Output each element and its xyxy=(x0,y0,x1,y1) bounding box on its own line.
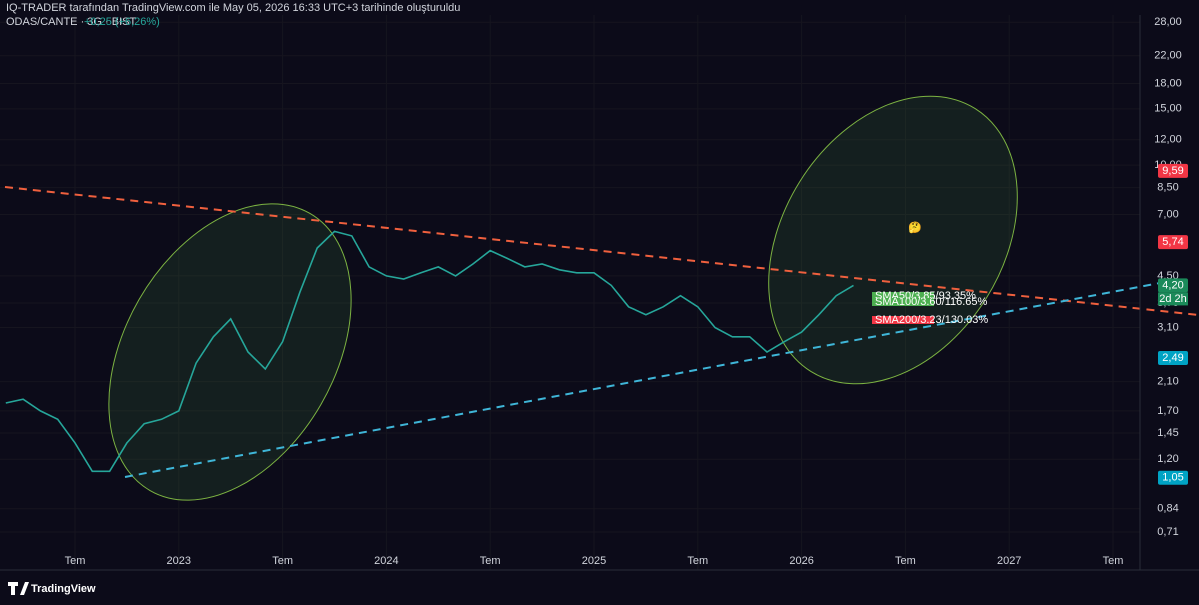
x-tick-label: Tem xyxy=(687,555,708,567)
ma-tag xyxy=(872,316,934,324)
y-tick-label: 1,45 xyxy=(1157,427,1178,439)
price-badge-label: 2,49 xyxy=(1162,352,1183,364)
grid xyxy=(0,15,1140,570)
x-tick-label: Tem xyxy=(272,555,293,567)
price-badge-label: 4,20 xyxy=(1162,279,1183,291)
y-tick-label: 28,00 xyxy=(1154,16,1182,28)
y-tick-label: 7,00 xyxy=(1157,208,1178,220)
y-tick-label: 1,20 xyxy=(1157,453,1178,465)
y-tick-label: 2,10 xyxy=(1157,375,1178,387)
x-tick-label: 2027 xyxy=(997,555,1021,567)
price-badge xyxy=(1158,350,1188,365)
brand: TradingView xyxy=(31,583,96,595)
price-line xyxy=(5,230,854,473)
ma-tag xyxy=(872,298,934,306)
x-tick-label: Tem xyxy=(480,555,501,567)
y-tick-label: 12,00 xyxy=(1154,134,1182,146)
price-badge xyxy=(1158,278,1188,293)
y-tick-label: 8,50 xyxy=(1157,182,1178,194)
y-tick-label: 15,00 xyxy=(1154,103,1182,115)
x-tick-label: Tem xyxy=(65,555,86,567)
x-tick-label: 2023 xyxy=(167,555,191,567)
countdown-badge xyxy=(1158,292,1188,306)
brand-logo: TradingView xyxy=(8,582,96,595)
highlight-ellipse xyxy=(768,95,1018,385)
ma-tag-label: SMA100/3.60/116.65% xyxy=(875,296,988,308)
x-tick-label: Tem xyxy=(895,555,916,567)
y-tick-label: 18,00 xyxy=(1154,77,1182,89)
change: +0,25 (+6,26%) xyxy=(84,16,160,28)
price-badge-label: 9,59 xyxy=(1162,165,1183,177)
x-tick-label: 2024 xyxy=(374,555,398,567)
y-tick-label: 0,84 xyxy=(1157,503,1178,515)
symbol: ODAS/CANTE · 3G · BIST xyxy=(6,16,136,28)
highlight-ellipse xyxy=(108,203,352,501)
price-badge-label: 1,05 xyxy=(1162,472,1183,484)
y-tick-label: 0,71 xyxy=(1157,526,1178,538)
x-tick-label: Tem xyxy=(1103,555,1124,567)
plot xyxy=(5,230,854,473)
ma-tag-label: SMA200/3.23/130.03% xyxy=(875,314,988,326)
price-badge-label: 5,74 xyxy=(1162,236,1183,248)
y-tick-label: 1,70 xyxy=(1157,405,1178,417)
caption: IQ-TRADER tarafından TradingView.com ile… xyxy=(6,2,460,14)
support-trendline xyxy=(124,282,1161,478)
y-tick-label: 22,00 xyxy=(1154,50,1182,62)
resistance-trendline xyxy=(4,186,1199,316)
ma-tag xyxy=(872,292,934,300)
price-badge xyxy=(1158,470,1188,485)
x-tick-label: 2026 xyxy=(789,555,813,567)
x-tick-label: 2025 xyxy=(582,555,606,567)
price-badge xyxy=(1158,235,1188,250)
countdown: 2d 2h xyxy=(1159,293,1187,305)
price-badge xyxy=(1158,163,1188,178)
thinking-emoji: 🤔 xyxy=(908,221,922,234)
y-tick-label: 3,10 xyxy=(1157,321,1178,333)
